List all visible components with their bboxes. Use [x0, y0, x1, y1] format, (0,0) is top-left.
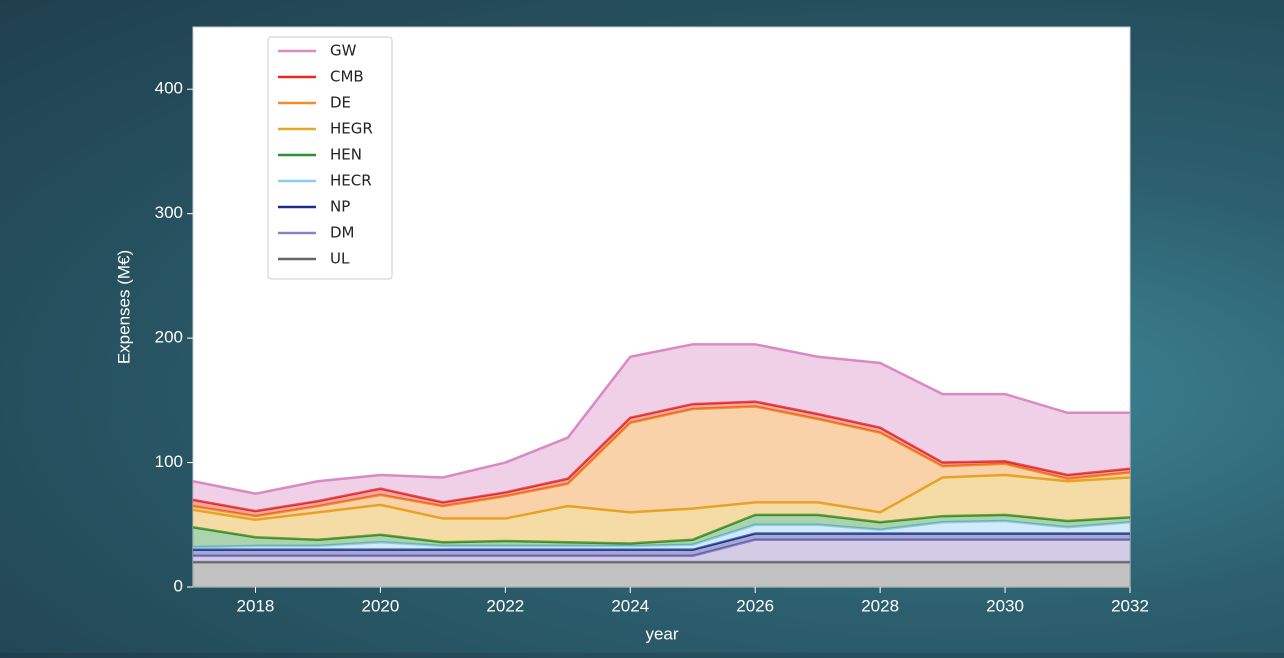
area-line [193, 532, 1130, 551]
legend-label: HEN [330, 146, 362, 164]
legend-label: HEGR [330, 120, 373, 138]
x-axis-label: year [645, 624, 678, 643]
x-tick-label: 2024 [611, 596, 649, 615]
x-tick-label: 2030 [986, 596, 1024, 615]
legend-label: DM [330, 224, 355, 242]
y-tick-label: 400 [155, 79, 183, 98]
area-fill [193, 475, 1130, 544]
legend-label: UL [330, 250, 350, 268]
legend-box [267, 36, 393, 280]
area-fill [193, 514, 1130, 548]
y-tick-label: 200 [155, 328, 183, 347]
area-line [192, 519, 1131, 549]
x-tick-label: 2020 [361, 596, 399, 615]
x-tick-label: 2032 [1111, 596, 1149, 615]
areas [192, 343, 1131, 587]
area-line [192, 513, 1131, 545]
x-tick-label: 2022 [486, 596, 524, 615]
x-tick-label: 2026 [736, 596, 774, 615]
legend-label: DE [330, 94, 351, 112]
area-fill [193, 344, 1130, 512]
area-line [193, 538, 1130, 558]
legend-label: NP [330, 198, 350, 216]
legend-label: CMB [330, 68, 364, 86]
y-tick-label: 300 [155, 203, 183, 222]
area-fill [193, 406, 1130, 520]
y-tick-label: 0 [174, 576, 183, 595]
x-tick-label: 2028 [861, 596, 899, 615]
legend-label: GW [330, 42, 357, 60]
legend-label: HECR [330, 172, 372, 190]
area-line [192, 405, 1131, 518]
y-tick-label: 100 [155, 452, 183, 471]
y-axis-label: Expenses (M€) [114, 250, 133, 364]
area-line [192, 343, 1130, 495]
area-line [192, 473, 1131, 522]
area-line [192, 400, 1131, 513]
x-tick-label: 2018 [237, 596, 275, 615]
area-fill [193, 562, 1130, 587]
